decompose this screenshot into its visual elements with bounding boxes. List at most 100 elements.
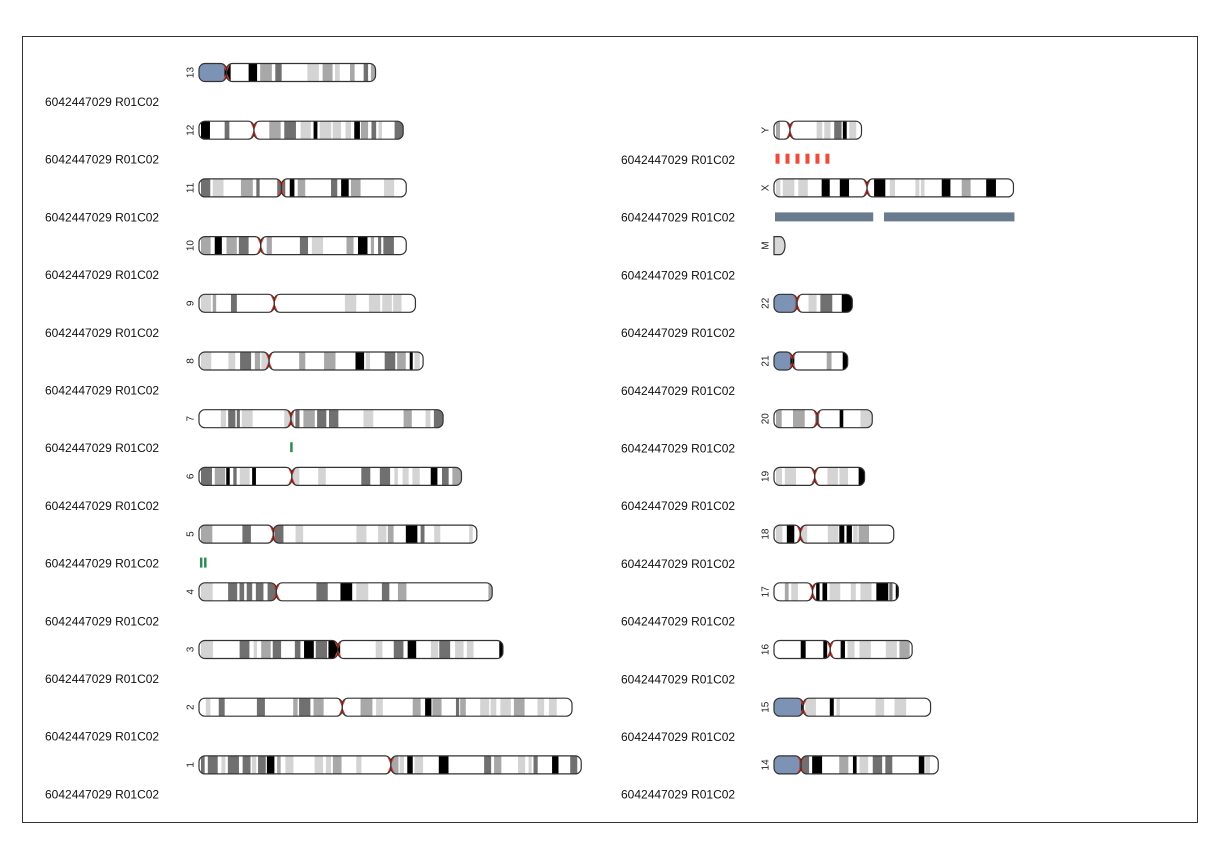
band bbox=[548, 698, 557, 717]
chromosome-number: X bbox=[761, 184, 772, 191]
chromosome-number: 2 bbox=[186, 704, 197, 710]
band bbox=[201, 294, 211, 313]
band bbox=[226, 698, 237, 717]
band bbox=[875, 698, 885, 717]
band bbox=[412, 698, 421, 717]
band bbox=[251, 755, 257, 774]
band bbox=[812, 467, 824, 486]
band bbox=[246, 582, 253, 601]
band bbox=[315, 294, 328, 313]
band bbox=[859, 640, 871, 659]
band bbox=[397, 525, 403, 544]
band bbox=[855, 409, 859, 428]
band bbox=[839, 409, 844, 428]
band bbox=[260, 467, 270, 486]
band bbox=[242, 525, 251, 544]
band bbox=[361, 467, 371, 486]
band bbox=[232, 63, 236, 82]
band bbox=[500, 698, 511, 717]
band bbox=[267, 582, 277, 601]
band bbox=[805, 698, 816, 717]
band bbox=[802, 352, 813, 370]
chromosome-number: 6 bbox=[186, 473, 197, 479]
band bbox=[218, 698, 225, 717]
chromosome-number: 4 bbox=[186, 589, 197, 595]
band bbox=[809, 640, 819, 659]
band-group bbox=[199, 525, 477, 544]
chromosome-6: 6 bbox=[186, 466, 463, 486]
band bbox=[201, 640, 213, 659]
band bbox=[286, 63, 294, 82]
band bbox=[390, 582, 396, 601]
band bbox=[241, 698, 253, 717]
band bbox=[941, 178, 951, 197]
band bbox=[272, 640, 282, 659]
band bbox=[422, 467, 428, 486]
band bbox=[201, 467, 212, 486]
band bbox=[807, 409, 814, 428]
chromosome-11: 11 bbox=[186, 178, 407, 198]
band bbox=[853, 698, 857, 717]
band bbox=[840, 640, 845, 659]
band bbox=[452, 467, 462, 486]
band bbox=[852, 755, 857, 774]
band bbox=[480, 698, 490, 717]
band bbox=[833, 294, 841, 313]
band bbox=[315, 640, 328, 659]
band bbox=[266, 755, 275, 774]
band bbox=[324, 352, 336, 370]
band bbox=[439, 640, 451, 659]
q-arm-outline bbox=[390, 755, 582, 775]
band bbox=[395, 698, 403, 717]
band-group bbox=[199, 63, 376, 82]
band bbox=[379, 467, 391, 486]
band bbox=[850, 582, 856, 601]
q-arm-outline bbox=[799, 524, 895, 544]
band bbox=[388, 640, 392, 659]
band bbox=[403, 294, 411, 313]
band bbox=[279, 698, 290, 717]
band bbox=[776, 467, 783, 486]
chromosome-8: 8 bbox=[186, 351, 424, 371]
band bbox=[349, 409, 361, 428]
band bbox=[847, 640, 855, 659]
band bbox=[201, 409, 212, 428]
band bbox=[827, 467, 838, 486]
band-group bbox=[774, 755, 939, 774]
band bbox=[925, 755, 930, 774]
band bbox=[248, 63, 258, 82]
band bbox=[402, 467, 409, 486]
band bbox=[876, 582, 889, 601]
band bbox=[224, 121, 230, 140]
chromosome-14: 14 bbox=[761, 755, 939, 775]
band bbox=[826, 755, 835, 774]
band bbox=[258, 755, 266, 774]
band bbox=[344, 294, 357, 313]
band bbox=[841, 294, 853, 313]
band bbox=[492, 640, 497, 659]
band bbox=[442, 525, 454, 544]
band bbox=[360, 698, 373, 717]
sample-label: 6042447029 R01C02 bbox=[621, 442, 735, 456]
band bbox=[355, 467, 360, 486]
band-group bbox=[199, 755, 582, 774]
marker-tick bbox=[785, 153, 790, 164]
band bbox=[412, 467, 420, 486]
q-arm-outline bbox=[816, 409, 873, 429]
band bbox=[311, 236, 324, 255]
band bbox=[253, 640, 257, 659]
sample-label: 6042447029 R01C02 bbox=[45, 614, 159, 628]
band bbox=[274, 352, 285, 370]
band bbox=[383, 640, 388, 659]
plot-frame: 6042447029 R01C02 6042447029 R01C02 604244… bbox=[22, 36, 1198, 823]
band bbox=[858, 467, 865, 486]
band bbox=[540, 755, 551, 774]
band bbox=[261, 352, 271, 370]
band bbox=[298, 755, 310, 774]
band bbox=[332, 121, 342, 140]
band bbox=[817, 525, 826, 544]
band bbox=[834, 121, 842, 140]
chromosome-13: 13 bbox=[186, 62, 377, 83]
band bbox=[403, 409, 412, 428]
q-arm-outline bbox=[268, 351, 424, 371]
